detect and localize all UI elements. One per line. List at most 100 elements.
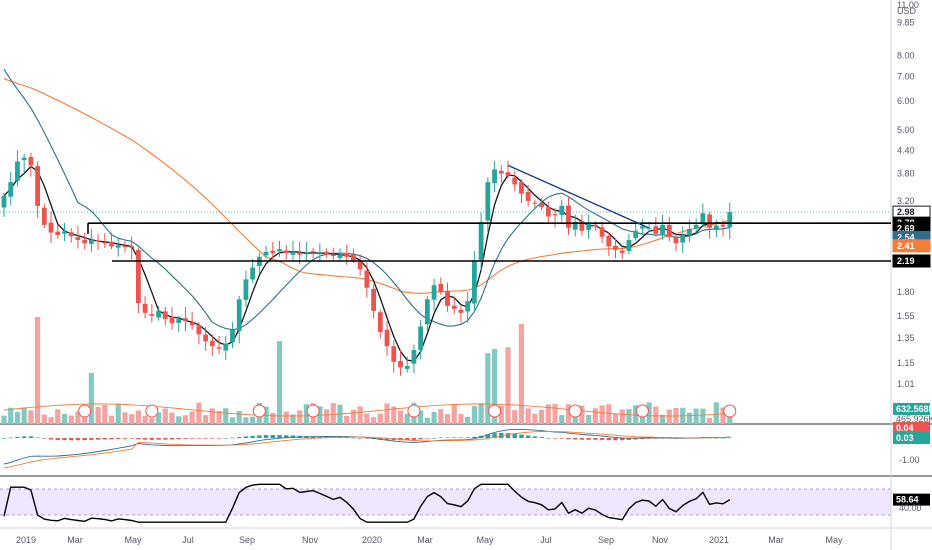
macd-histogram-bar (183, 438, 188, 439)
volume-bar (236, 411, 242, 424)
candle-body (35, 166, 40, 206)
volume-bar (223, 408, 229, 424)
volume-bar (216, 410, 222, 424)
rsi-line (3, 483, 731, 523)
volume-bar (14, 411, 21, 424)
volume-bar (579, 405, 585, 424)
macd-histogram-bar (579, 438, 585, 440)
volume-bar (135, 410, 141, 424)
macd-histogram-bar (149, 438, 155, 440)
volume-bar (1, 415, 7, 424)
macd-histogram-bar (243, 436, 249, 438)
macd-histogram-bar (351, 437, 356, 439)
volume-bar (693, 408, 699, 424)
price-tag (892, 239, 931, 253)
volume-bar (404, 413, 410, 424)
volume-bar (539, 409, 545, 424)
volume-bar (41, 414, 47, 424)
volume-bar (115, 403, 121, 424)
time-axis-label: 2020 (362, 535, 382, 545)
volume-bar (297, 410, 303, 424)
price-tick-label: 1.55 (897, 311, 915, 321)
macd-histogram-bar (48, 438, 54, 440)
candle-body (640, 226, 645, 229)
macd-histogram-bar (458, 437, 464, 439)
candle-body (162, 311, 168, 319)
ma-mid-line (3, 68, 730, 331)
volume-ma-line (3, 403, 730, 417)
candle-body (707, 214, 712, 228)
time-axis-label: May (825, 535, 843, 545)
macd-tick-label: -1.00 (899, 455, 920, 465)
volume-bar (444, 414, 451, 424)
candle-body (545, 207, 551, 217)
candle-body (142, 303, 148, 313)
volume-bar (505, 347, 511, 424)
volume-secondary-label: 465.926K (896, 414, 932, 424)
price-tag-label: 2.69 (897, 223, 915, 233)
candle-body (15, 161, 20, 181)
volume-bar (713, 402, 719, 424)
candle-body (1, 195, 7, 208)
volume-bar (290, 414, 296, 424)
candle-body (357, 261, 363, 270)
price-tick-label: 1.15 (897, 358, 915, 368)
macd-tag-1-bg (893, 422, 930, 434)
macd-histogram-bar (532, 436, 538, 438)
volume-bar (364, 413, 370, 424)
rsi-tick-label: 40.00 (899, 503, 922, 513)
time-axis-label: Nov (302, 535, 319, 545)
macd-histogram-bar (102, 438, 107, 440)
macd-histogram-bar (452, 437, 457, 439)
candle-body (512, 177, 518, 185)
volume-bar (512, 410, 518, 424)
volume-bar (592, 408, 598, 424)
candle-body (156, 310, 161, 318)
candle-body (377, 312, 383, 333)
price-tag-label: 2.41 (897, 241, 915, 251)
volume-bar (418, 410, 424, 424)
candle-body (525, 191, 531, 201)
volume-bar (35, 317, 41, 424)
candles (1, 150, 733, 376)
price-tick-label: 5.00 (897, 125, 915, 135)
volume-bar (478, 403, 484, 424)
macd-histogram-bar (223, 437, 228, 439)
volume-bar (397, 410, 404, 424)
candle-body (48, 222, 54, 233)
macd-histogram-bar (284, 435, 289, 438)
macd-pane (1, 428, 732, 469)
macd-histogram-bar (89, 438, 94, 440)
volume-bar (545, 404, 551, 424)
volume-bar (169, 412, 175, 424)
candle-body (653, 226, 659, 234)
macd-histogram-bar (357, 437, 363, 439)
rsi-value-label-bg (893, 493, 930, 506)
candle-body (700, 213, 706, 225)
volume-bar (122, 412, 128, 424)
macd-histogram-bar (237, 437, 242, 438)
macd-histogram-bar (257, 435, 262, 438)
volume-bar (182, 415, 189, 424)
macd-histogram-bar (203, 438, 208, 439)
macd-histogram-bar (169, 438, 175, 440)
candle-body (619, 250, 625, 254)
volume-bar (626, 409, 632, 424)
volume-bar (88, 373, 94, 424)
macd-histogram-bar (109, 438, 114, 440)
macd-histogram-bar (250, 435, 255, 438)
earnings-markers[interactable] (78, 404, 737, 418)
volume-value-label: 632.568K (896, 404, 932, 414)
volume-bar (75, 411, 81, 424)
price-tick-label: 1.35 (897, 333, 915, 343)
volume-bar (323, 409, 330, 424)
volume-bar (48, 417, 54, 424)
macd-tag-2-bg (893, 432, 930, 444)
volume-bar (189, 411, 195, 424)
volume-bar (686, 412, 693, 424)
time-axis-label: Mar (417, 535, 433, 545)
volume-bar (142, 415, 148, 424)
volume-bar (633, 405, 639, 424)
